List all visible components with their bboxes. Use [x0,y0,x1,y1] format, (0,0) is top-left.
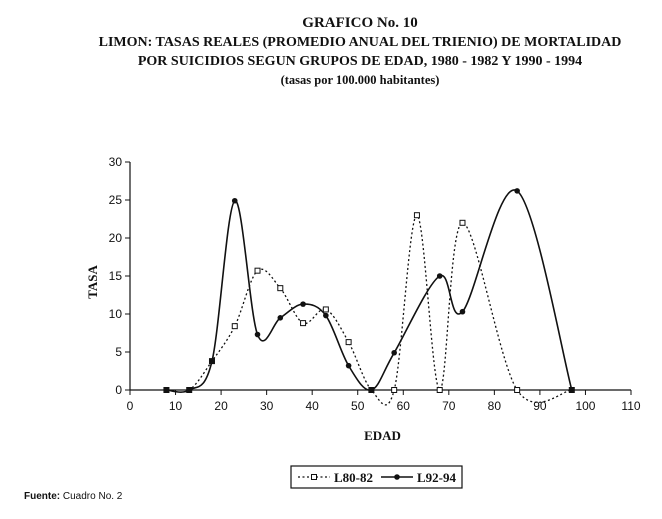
x-tick-label: 80 [488,399,502,413]
x-tick-label: 60 [397,399,411,413]
data-point-circle [568,387,575,393]
chart-series [163,188,575,406]
chart-subtitle: (tasas por 100.000 habitantes) [280,73,440,87]
x-tick-label: 100 [575,399,595,413]
x-tick-label: 110 [621,399,640,413]
data-point-circle [345,362,352,369]
x-tick-label: 40 [306,399,320,413]
legend-label-l80-82: L80-82 [334,470,373,485]
data-point-square [231,323,238,330]
y-tick-label: 25 [109,193,123,207]
chart-title-block: GRAFICO No. 10 LIMON: TASAS REALES (PROM… [60,14,660,90]
data-point-square [300,320,307,327]
data-point-square [459,219,466,226]
legend-marker-circle [394,474,400,480]
data-point-circle [459,308,466,315]
y-tick-label: 30 [109,155,123,169]
chart-title-line-2: LIMON: TASAS REALES (PROMEDIO ANUAL DEL … [98,35,622,50]
y-tick-label: 0 [115,383,122,397]
data-point-circle [323,312,329,319]
y-axis-title: TASA [85,265,100,299]
data-point-square [391,387,398,393]
source-text: Cuadro No. 2 [62,491,123,502]
series-line-l92-94 [166,189,573,393]
data-point-circle [186,387,193,393]
series-l92-94 [163,188,575,393]
x-axis-title: EDAD [364,428,401,443]
data-point-square [254,267,261,274]
x-tick-label: 10 [169,399,183,413]
x-tick-label: 70 [442,399,456,413]
data-point-circle [231,197,238,204]
data-point-circle [254,331,261,338]
data-point-circle [514,188,520,194]
data-point-square [277,285,284,292]
data-point-circle [391,349,397,356]
data-point-circle [300,301,306,307]
legend-marker-square [311,474,317,480]
data-point-circle [436,273,443,279]
data-point-circle [209,358,215,364]
chart-title: GRAFICO No. 10 [302,15,418,31]
y-tick-label: 15 [109,269,123,283]
x-tick-label: 0 [127,399,134,413]
x-tick-label: 20 [214,399,228,413]
source-label: Fuente: [24,491,61,502]
data-point-square [322,306,329,313]
x-tick-label: 50 [351,399,365,413]
data-point-square [436,387,443,393]
series-l80-82 [163,212,575,406]
data-point-circle [368,387,375,393]
chart-title-line-3: POR SUICIDIOS SEGUN GRUPOS DE EDAD, 1980… [137,54,583,69]
data-point-circle [277,315,284,321]
y-tick-label: 20 [109,231,123,245]
legend-label-l92-94: L92-94 [417,470,457,485]
chart-legend: L80-82 L92-94 [290,465,463,489]
legend-box [290,465,463,489]
data-point-square [514,387,521,393]
x-tick-label: 30 [260,399,274,413]
y-tick-label: 5 [115,345,122,359]
data-point-circle [163,387,170,393]
source-note: Fuente: Cuadro No. 2 [24,491,122,502]
y-tick-label: 10 [109,307,123,321]
data-point-square [413,212,420,219]
data-point-square [345,339,352,346]
